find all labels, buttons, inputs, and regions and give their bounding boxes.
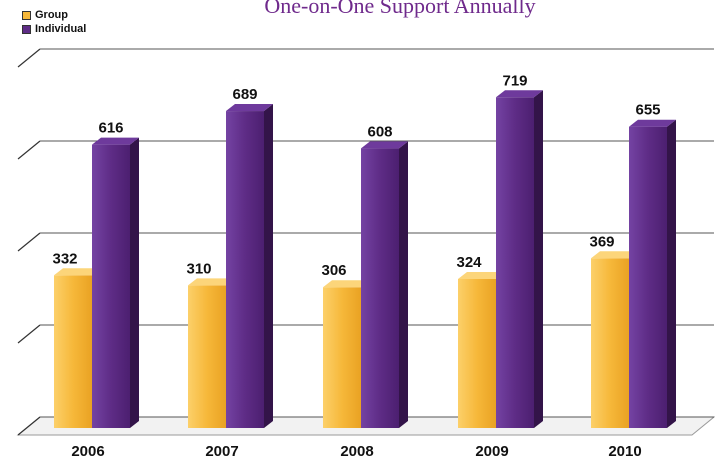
value-label-group-2008: 306 [321,262,346,279]
bar-individual-2010 [629,119,676,428]
chart-title: One-on-One Support Annually [264,0,536,18]
legend-label-group: Group [35,9,68,21]
value-label-group-2009: 324 [456,254,482,271]
value-label-individual-2008: 608 [367,123,392,140]
gridline [17,140,714,160]
value-label-individual-2010: 655 [635,102,660,119]
value-label-individual-2007: 689 [232,86,257,103]
x-tick-label-2008: 2008 [340,443,373,460]
legend-swatch-group [22,10,31,20]
bar-group-2010 [591,251,638,428]
x-tick-label-2006: 2006 [71,443,104,460]
value-label-individual-2009: 719 [502,72,527,89]
bar-individual-2009 [496,90,543,428]
gridline [17,48,714,68]
label-layer: 332 616 2006 310 689 2007 306 608 2008 324 719 2009… [52,72,660,460]
x-tick-label-2010: 2010 [608,443,641,460]
value-label-group-2007: 310 [186,260,211,277]
legend-item-individual: Individual [22,22,86,36]
legend-item-group: Group [22,8,86,22]
bar-layer [54,90,676,428]
bar-individual-2008 [361,141,408,428]
bar-individual-2007 [226,104,273,428]
value-label-group-2006: 332 [52,250,77,267]
bar-individual-2006 [92,137,139,428]
x-tick-label-2009: 2009 [475,443,508,460]
value-label-group-2010: 369 [589,233,614,250]
legend-swatch-individual [22,24,31,34]
legend-label-individual: Individual [35,23,87,35]
value-label-individual-2006: 616 [98,120,123,137]
legend: Group Individual [22,8,86,36]
x-tick-label-2007: 2007 [205,443,238,460]
